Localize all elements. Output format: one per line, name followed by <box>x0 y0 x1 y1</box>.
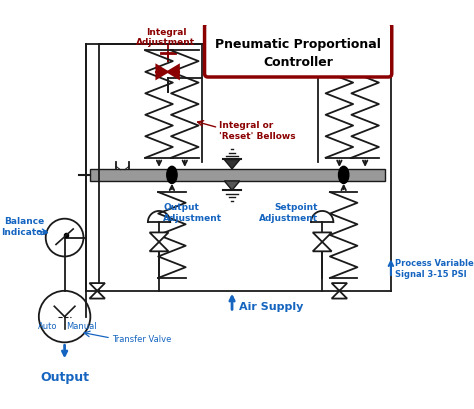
Text: Manual: Manual <box>66 321 97 330</box>
FancyBboxPatch shape <box>205 24 392 78</box>
Polygon shape <box>90 291 105 299</box>
Text: Integral or
'Reset' Bellows: Integral or 'Reset' Bellows <box>219 121 296 141</box>
Text: Output
Adjustment: Output Adjustment <box>164 202 222 222</box>
Text: Transfer Valve: Transfer Valve <box>112 334 171 343</box>
Text: Process Variable
Signal 3-15 PSI: Process Variable Signal 3-15 PSI <box>395 258 474 278</box>
Text: Setpoint
Adjustment: Setpoint Adjustment <box>259 202 318 222</box>
Text: Air Supply: Air Supply <box>239 301 303 312</box>
Polygon shape <box>150 242 168 252</box>
Text: Balance
Indicator: Balance Indicator <box>1 217 47 237</box>
Polygon shape <box>168 66 179 79</box>
Ellipse shape <box>167 167 177 184</box>
Polygon shape <box>224 160 240 169</box>
Bar <box>91 169 385 182</box>
Polygon shape <box>332 283 347 291</box>
Polygon shape <box>313 242 332 252</box>
Polygon shape <box>150 233 168 242</box>
Polygon shape <box>224 182 240 191</box>
Polygon shape <box>313 233 332 242</box>
Polygon shape <box>90 283 105 291</box>
Polygon shape <box>332 291 347 299</box>
Text: Integral
Adjustment: Integral Adjustment <box>137 28 195 47</box>
Ellipse shape <box>338 167 349 184</box>
Text: Output: Output <box>40 370 89 383</box>
Polygon shape <box>156 66 168 79</box>
Text: Pneumatic Proportional
Controller: Pneumatic Proportional Controller <box>215 38 381 68</box>
Text: Auto: Auto <box>37 321 57 330</box>
